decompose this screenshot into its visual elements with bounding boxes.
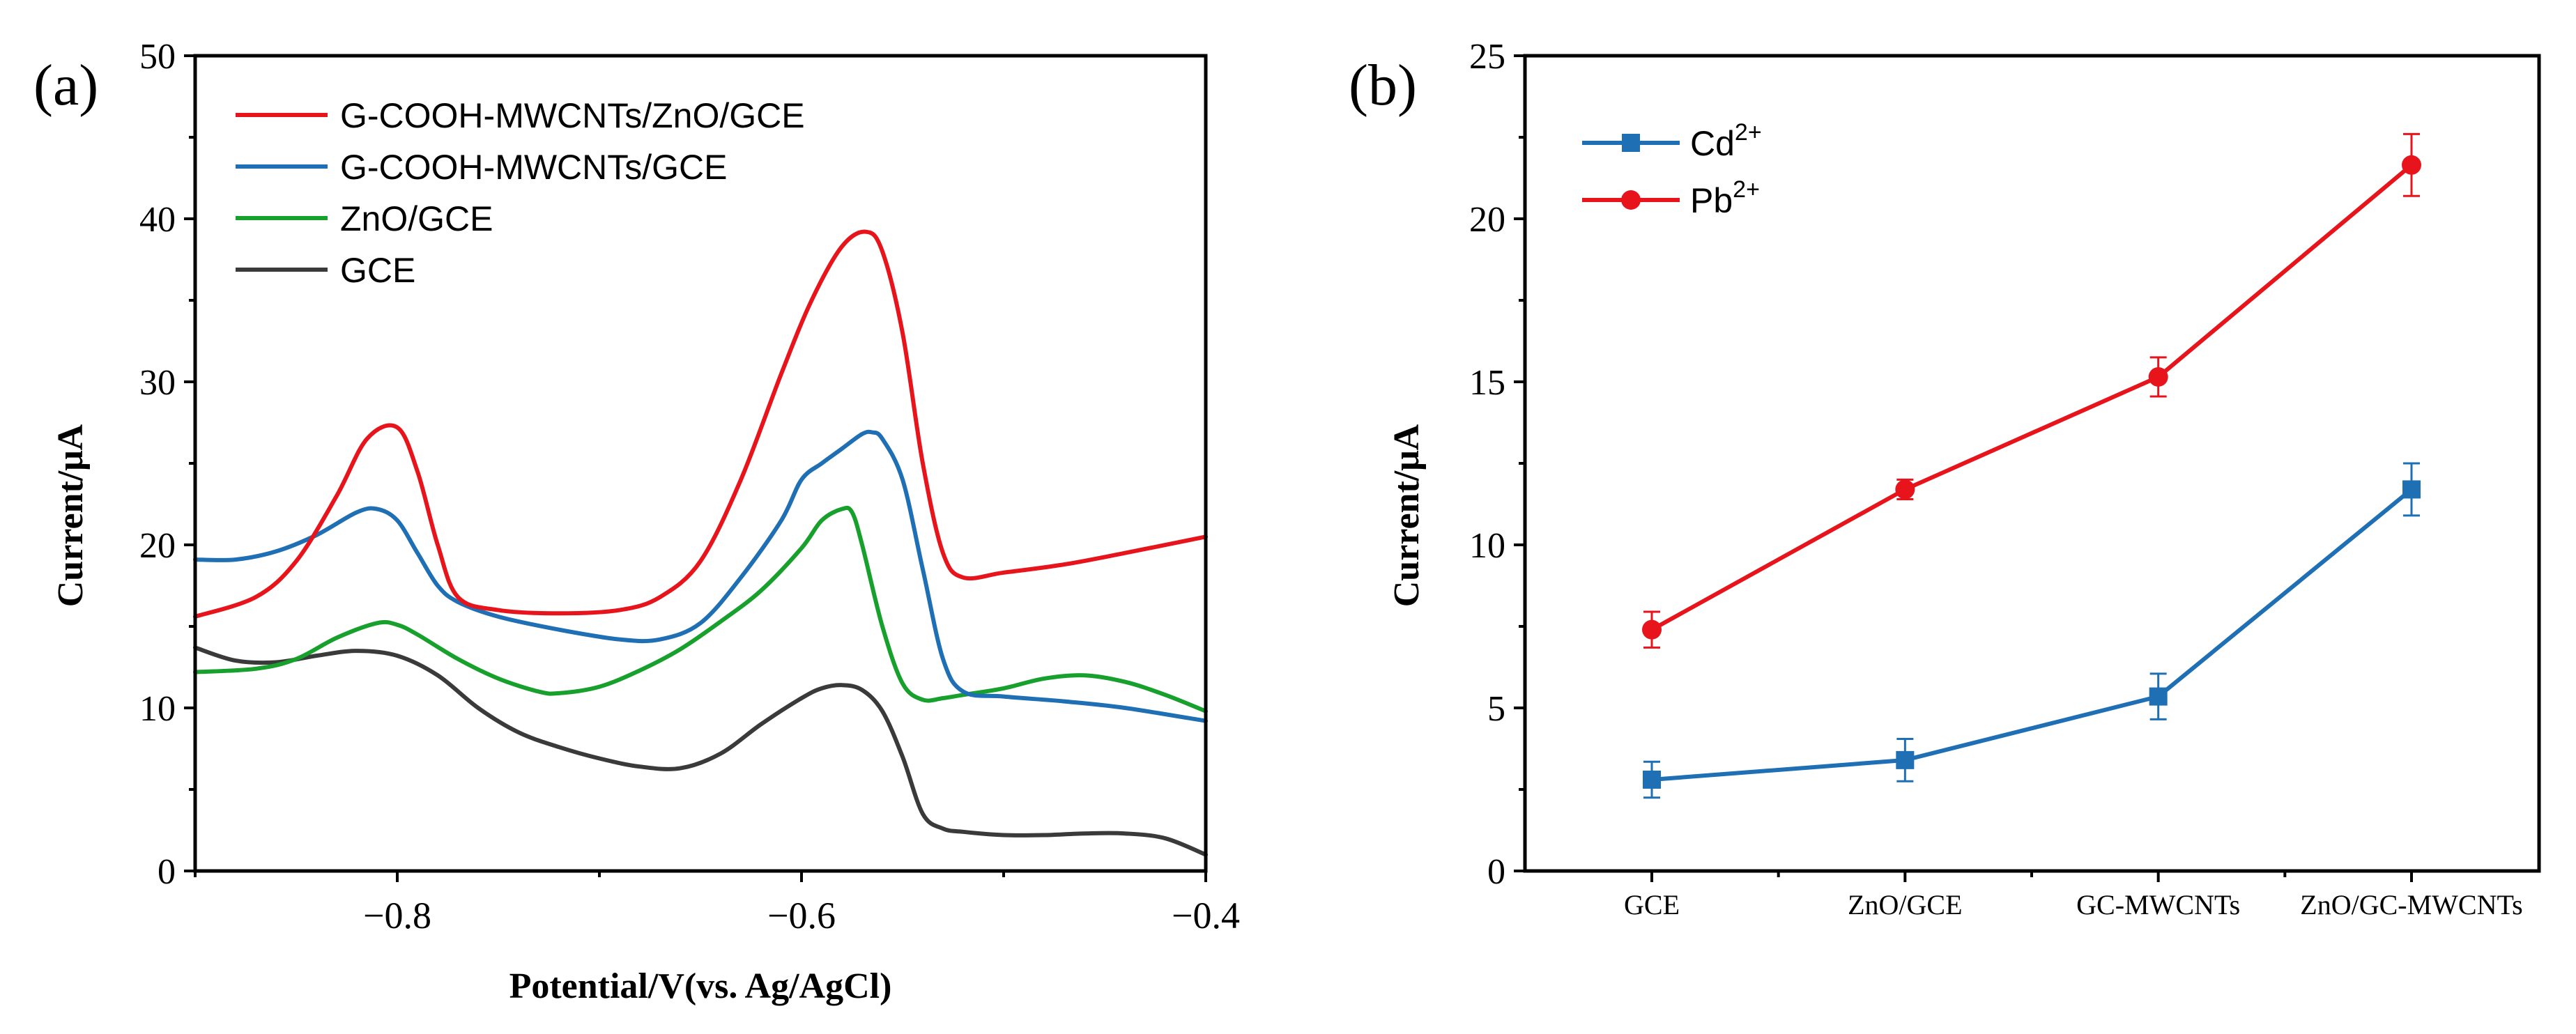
panel-a-curve-g-cooh-mwcnts-zno-gce [193,229,1208,619]
panel-b-legend: Cd2+ Pb2+ [1582,119,1762,220]
panel-a-y-axis-title: Current/μA [51,424,91,607]
panel-b-x-tick-label: GC-MWCNTs [2076,889,2240,920]
panel-b-x-tick-label: GCE [1624,889,1680,920]
panel-a-legend: G-COOH-MWCNTs/ZnO/GCE G-COOH-MWCNTs/GCE Zn… [236,96,805,290]
panel-b-point-cd [2402,480,2421,499]
panel-b-point-pb [2148,366,2168,387]
panel-a-plot-frame [193,54,1208,873]
panel-b-legend-superscript-pb: 2+ [1733,176,1760,203]
panel-b-legend-label-pb: Pb2+ [1690,176,1760,220]
panel-b-label: (b) [1349,53,1417,118]
panel-b-y-tick-label: 20 [1469,200,1505,240]
panel-a-curve-g-cooh-mwcnts-gce [193,429,1208,723]
panel-b-y-tick-label: 15 [1469,363,1505,403]
panel-b: (b) Current/μA 0 5 10 15 20 25 GCE ZnO/GCE GC-MW… [1349,37,2541,920]
panel-b-point-cd [1643,770,1661,789]
panel-a-y-tick-label: 10 [139,689,176,729]
panel-a-y-tick-label: 30 [139,363,176,403]
panel-a: (a) Potential/V(vs. Ag/AgCl) Current/μA … [33,37,1240,1006]
panel-b-series [1642,132,2421,799]
panel-b-y-tick-label: 25 [1469,37,1505,77]
panel-b-line-cd [1651,488,2413,782]
panel-a-legend-label-g-cooh-mwcnts-zno-gce: G-COOH-MWCNTs/ZnO/GCE [340,96,805,135]
panel-a-x-tick-label: −0.4 [1172,895,1240,936]
panel-b-line-pb [1650,163,2413,632]
panel-a-y-tick-label: 40 [139,200,176,240]
panel-a-x-tick-label: −0.8 [363,895,431,936]
panel-a-curve-zno-gce [193,505,1208,713]
panel-b-legend-marker-pb [1621,190,1641,210]
panel-a-legend-label-zno-gce: ZnO/GCE [340,199,493,238]
panel-a-y-tick-label: 20 [139,526,176,566]
panel-a-label: (a) [33,53,98,118]
panel-b-legend-label-cd: Cd2+ [1690,119,1762,163]
panel-a-legend-label-g-cooh-mwcnts-gce: G-COOH-MWCNTs/GCE [340,148,728,187]
panel-a-curves [193,229,1208,857]
panel-a-legend-label-gce: GCE [340,251,415,290]
panel-b-point-cd [2149,687,2168,706]
panel-b-point-pb [1895,479,1915,500]
panel-b-y-tick-label: 5 [1487,689,1505,729]
panel-a-y-tick-label: 50 [139,37,176,77]
panel-b-point-cd [1896,750,1915,769]
panel-b-x-tick-label: ZnO/GCE [1848,889,1962,920]
panel-b-ticks: 0 5 10 15 20 25 GCE ZnO/GCE GC-MWCNTs ZnO/GC-MWCN… [1469,37,2523,920]
panel-b-legend-superscript-cd: 2+ [1735,119,1762,146]
panel-a-curve-gce [193,645,1208,857]
panel-b-plot-frame [1523,54,2541,873]
panel-a-x-axis-title: Potential/V(vs. Ag/AgCl) [509,966,892,1006]
panel-b-point-pb [1642,619,1662,640]
panel-a-y-tick-label: 0 [158,852,176,892]
panel-a-ticks: 0 10 20 30 40 50 −0.8 −0.6 −0.4 [139,37,1240,936]
panel-b-y-tick-label: 0 [1487,852,1505,892]
panel-b-legend-marker-cd [1622,134,1640,152]
panel-b-x-tick-label: ZnO/GC-MWCNTs [2300,889,2522,920]
panel-b-y-axis-title: Current/μA [1387,424,1427,607]
panel-a-x-tick-label: −0.6 [767,895,836,936]
panel-b-y-tick-label: 10 [1469,526,1505,566]
panel-b-point-pb [2402,155,2421,175]
